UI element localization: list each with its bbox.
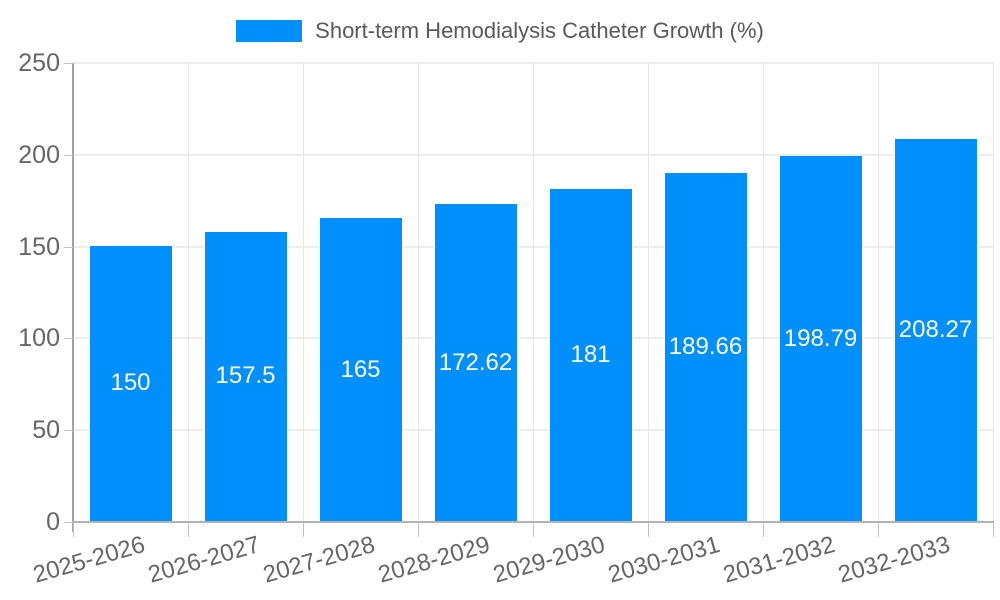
x-axis-label: 2028-2029 bbox=[374, 531, 493, 589]
bar: 189.66 bbox=[663, 172, 748, 521]
legend-label: Short-term Hemodialysis Catheter Growth … bbox=[315, 18, 764, 43]
y-axis-label: 100 bbox=[18, 324, 60, 353]
plot-area: 0 50 100 150 200 250 150 157.5 165 172.62 181 189.6… bbox=[18, 51, 994, 589]
x-axis-label: 2030-2031 bbox=[604, 531, 723, 589]
x-axis-tick bbox=[878, 523, 879, 537]
vertical-gridline bbox=[648, 63, 649, 522]
y-axis-tick bbox=[64, 522, 73, 523]
y-axis-label: 0 bbox=[46, 508, 60, 536]
x-axis-tick bbox=[533, 523, 534, 537]
x-axis-label: 2031-2032 bbox=[719, 531, 838, 589]
x-axis-tick bbox=[648, 523, 649, 537]
legend-item[interactable]: Short-term Hemodialysis Catheter Growth … bbox=[236, 18, 764, 44]
y-axis-label: 200 bbox=[18, 140, 60, 169]
bar-value-label: 165 bbox=[340, 355, 381, 383]
vertical-gridline bbox=[188, 63, 189, 522]
x-axis-line bbox=[73, 521, 994, 523]
x-axis-tick bbox=[418, 523, 419, 537]
x-axis-tick bbox=[993, 523, 994, 537]
bar: 198.79 bbox=[778, 156, 863, 521]
vertical-gridline bbox=[993, 63, 994, 522]
x-axis-label: 2029-2030 bbox=[489, 531, 608, 589]
bar-value-label: 198.79 bbox=[783, 324, 858, 352]
vertical-gridline bbox=[303, 63, 304, 522]
legend-swatch bbox=[236, 20, 303, 42]
bar: 150 bbox=[88, 245, 173, 521]
x-axis-label: 2026-2027 bbox=[144, 531, 263, 589]
y-axis-tick bbox=[64, 63, 73, 64]
bar-value-label: 172.62 bbox=[438, 348, 513, 376]
y-axis-line bbox=[72, 63, 74, 532]
y-axis-label: 50 bbox=[32, 416, 60, 445]
bar-value-label: 189.66 bbox=[668, 332, 743, 360]
x-axis-tick bbox=[303, 523, 304, 537]
vertical-gridline bbox=[878, 63, 879, 522]
bar: 181 bbox=[548, 188, 633, 521]
y-axis-label: 250 bbox=[18, 49, 60, 77]
bar: 165 bbox=[318, 218, 403, 521]
y-axis-tick bbox=[64, 246, 73, 248]
x-axis-tick bbox=[188, 523, 189, 537]
vertical-gridline bbox=[418, 63, 419, 522]
bar-value-label: 157.5 bbox=[215, 362, 276, 390]
bar: 157.5 bbox=[203, 231, 288, 521]
x-axis-label: 2027-2028 bbox=[259, 531, 378, 589]
y-axis-tick bbox=[64, 430, 73, 432]
y-axis-tick bbox=[64, 338, 73, 340]
x-axis-label: 2032-2033 bbox=[834, 531, 953, 589]
x-axis-tick bbox=[73, 523, 74, 537]
chart-legend: Short-term Hemodialysis Catheter Growth … bbox=[0, 18, 1000, 44]
bar-value-label: 181 bbox=[570, 340, 611, 368]
x-axis-tick bbox=[763, 523, 764, 537]
bar: 172.62 bbox=[433, 204, 518, 521]
y-axis-label: 150 bbox=[18, 232, 60, 261]
bar-value-label: 208.27 bbox=[898, 315, 973, 343]
x-axis-label: 2025-2026 bbox=[29, 531, 148, 589]
vertical-gridline bbox=[763, 63, 764, 522]
vertical-gridline bbox=[533, 63, 534, 522]
bar-value-label: 150 bbox=[110, 369, 151, 397]
bar: 208.27 bbox=[893, 138, 978, 521]
y-axis-tick bbox=[64, 154, 73, 156]
